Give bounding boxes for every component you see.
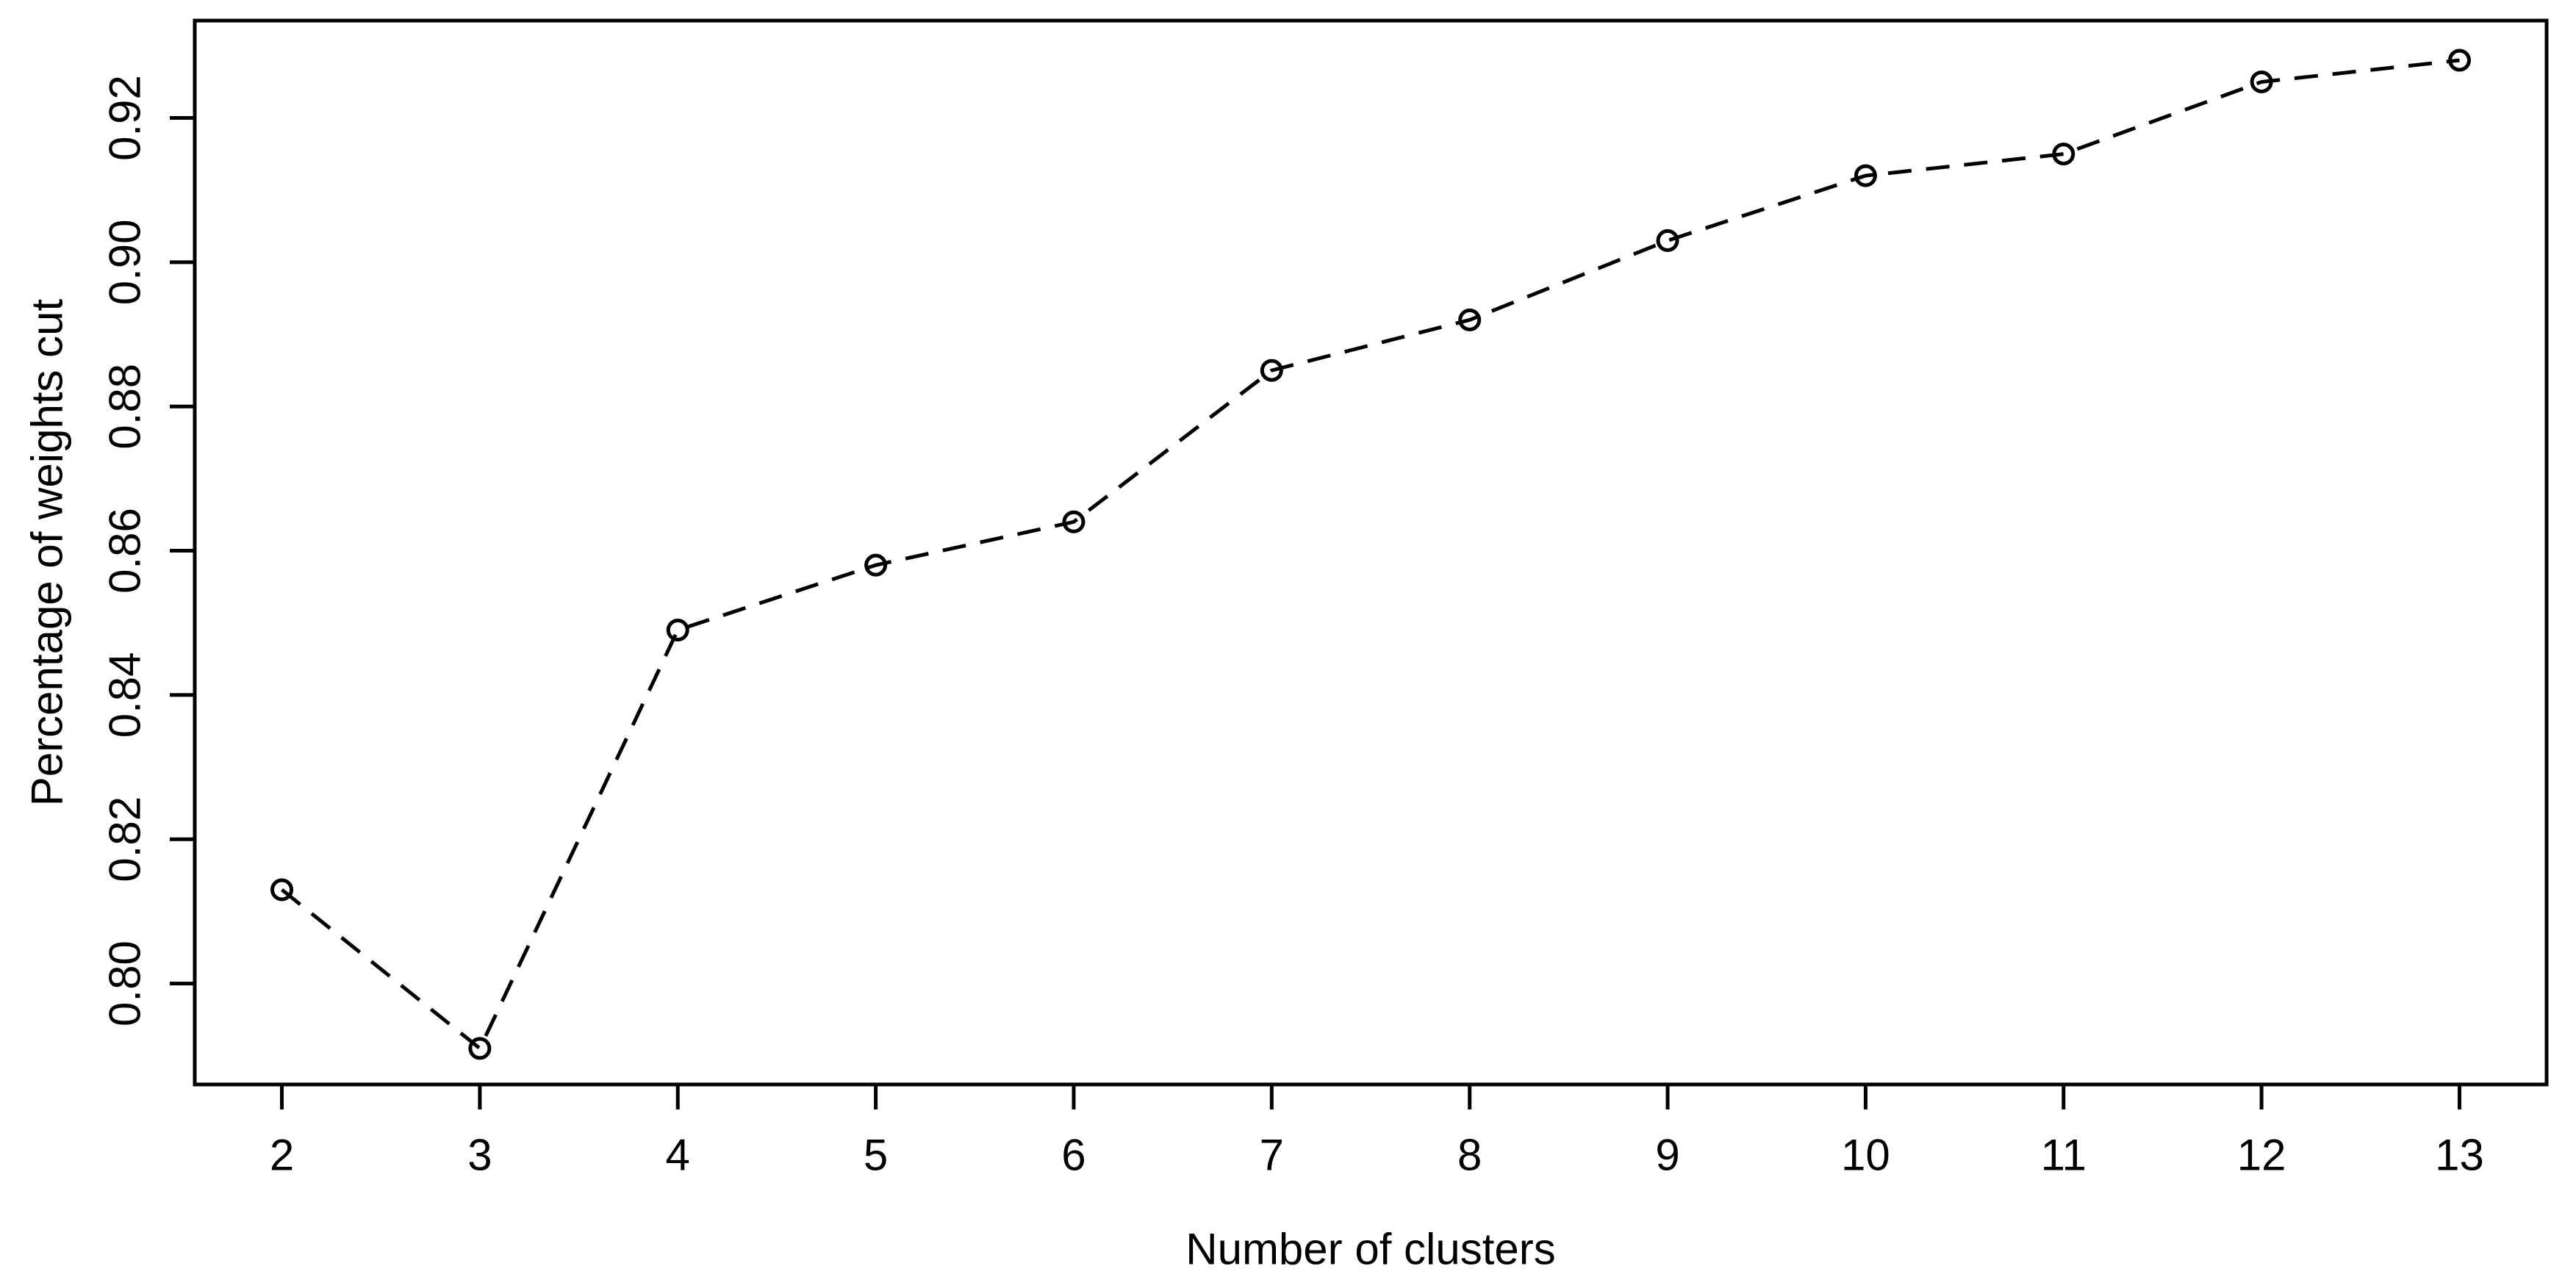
x-tick-label: 6 — [1061, 1131, 1086, 1180]
y-tick-label: 0.92 — [101, 75, 150, 161]
x-tick-label: 11 — [2041, 1131, 2087, 1180]
x-tick-label: 7 — [1260, 1131, 1284, 1180]
data-point — [1260, 359, 1283, 382]
data-point — [1656, 229, 1679, 252]
data-points — [270, 48, 2471, 1060]
data-point — [1458, 308, 1482, 331]
y-tick-label: 0.90 — [101, 219, 150, 305]
data-point — [666, 619, 689, 642]
x-tick-label: 13 — [2435, 1131, 2484, 1180]
x-tick-label: 8 — [1457, 1131, 1482, 1180]
data-point — [468, 1037, 492, 1060]
data-point — [864, 553, 888, 577]
x-tick-label: 4 — [666, 1131, 690, 1180]
data-point — [2447, 48, 2471, 72]
data-point — [2250, 70, 2273, 93]
y-tick-label: 0.86 — [101, 508, 150, 594]
data-point — [1854, 164, 1877, 187]
y-tick-label: 0.82 — [101, 796, 150, 882]
x-axis-ticks: 2 3 4 5 6 7 8 9 10 11 12 13 — [270, 1084, 2484, 1180]
y-tick-label: 0.84 — [101, 652, 150, 738]
x-tick-label: 2 — [270, 1131, 294, 1180]
x-axis-title: Number of clusters — [1185, 1225, 1556, 1274]
x-tick-label: 12 — [2237, 1131, 2286, 1180]
data-point — [2052, 143, 2075, 166]
y-axis-title: Percentage of weights cut — [23, 298, 72, 806]
x-tick-label: 9 — [1655, 1131, 1679, 1180]
data-point — [1062, 510, 1086, 533]
x-tick-label: 5 — [864, 1131, 888, 1180]
x-tick-label: 3 — [467, 1131, 492, 1180]
plot-box — [193, 18, 2549, 1087]
y-axis-ticks: 0.80 0.82 0.84 0.86 0.88 0.90 0.92 — [101, 75, 195, 1026]
y-tick-label: 0.80 — [101, 940, 150, 1026]
data-point — [270, 878, 294, 902]
y-tick-label: 0.88 — [101, 364, 150, 450]
x-tick-label: 10 — [1841, 1131, 1890, 1180]
data-line — [280, 58, 2460, 1051]
